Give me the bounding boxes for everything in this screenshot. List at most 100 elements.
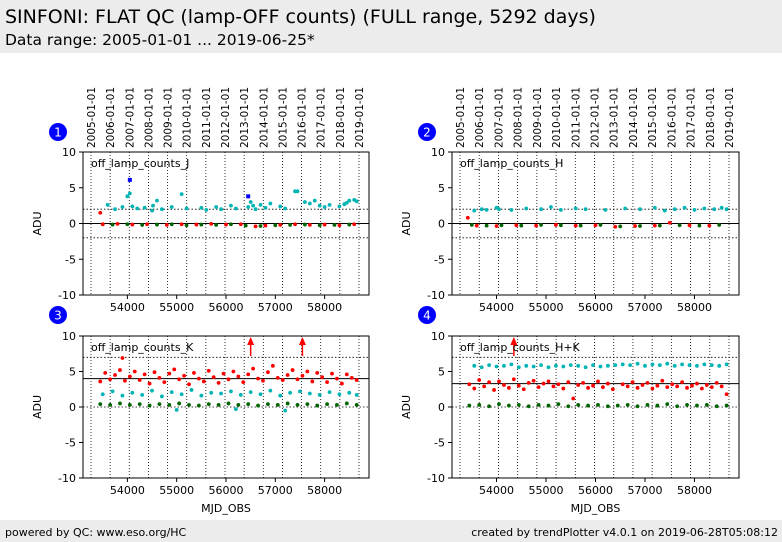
data-point	[238, 222, 243, 227]
data-point	[487, 404, 492, 409]
x-tick-label: 58000	[307, 484, 342, 497]
date-tick-label: 2012-01-01	[220, 87, 232, 148]
data-point	[613, 363, 618, 368]
data-point	[583, 207, 588, 212]
data-point	[692, 208, 697, 212]
data-point	[494, 364, 499, 369]
date-tick-label: 2019-01-01	[354, 87, 366, 148]
data-point	[717, 223, 722, 227]
data-point	[623, 206, 628, 211]
data-point	[310, 379, 315, 384]
series-label: off_lamp_counts_K	[91, 341, 194, 354]
data-point	[650, 386, 655, 391]
data-point	[697, 223, 702, 228]
data-point	[312, 198, 317, 203]
data-point	[315, 371, 320, 375]
data-point	[704, 402, 709, 407]
data-point	[256, 403, 260, 408]
x-tick-label: 58000	[307, 301, 342, 314]
data-point	[172, 367, 177, 372]
data-point	[680, 362, 684, 367]
x-tick-label: 55000	[159, 301, 194, 314]
data-point	[187, 382, 191, 387]
data-point	[157, 402, 162, 407]
data-point	[317, 203, 322, 208]
data-point	[499, 223, 504, 228]
data-point	[687, 363, 692, 368]
data-point	[502, 363, 506, 368]
data-point	[571, 396, 576, 401]
x-tick-label: 55000	[159, 484, 194, 497]
data-point	[662, 208, 667, 213]
data-point	[655, 383, 660, 388]
data-point	[127, 191, 132, 196]
data-point	[295, 377, 300, 382]
outlier-arrow-head	[247, 337, 255, 345]
data-point	[605, 363, 610, 368]
data-point	[159, 394, 164, 399]
data-point	[472, 208, 477, 213]
data-point	[108, 402, 113, 407]
data-point	[551, 384, 556, 389]
y-tick-label: -5	[65, 253, 76, 266]
x-tick-label: 57000	[258, 301, 293, 314]
data-point	[502, 383, 506, 387]
data-point	[285, 373, 290, 377]
data-point	[561, 386, 566, 391]
data-point	[354, 199, 359, 204]
outlier-arrow-head	[298, 337, 306, 345]
data-point	[472, 386, 477, 391]
data-point	[519, 223, 524, 228]
data-point	[596, 402, 600, 407]
data-point	[246, 205, 251, 209]
data-point	[685, 385, 689, 390]
data-point	[152, 370, 157, 375]
data-point	[591, 363, 595, 368]
data-point	[479, 365, 484, 370]
panel-number-badge	[418, 123, 436, 141]
date-tick-label: 2013-01-01	[239, 87, 251, 148]
data-point	[322, 222, 327, 227]
data-point	[226, 377, 231, 382]
data-point	[266, 402, 270, 407]
data-point	[546, 403, 551, 408]
data-point	[110, 222, 115, 227]
data-point	[477, 402, 482, 407]
x-tick-label: 54000	[479, 301, 514, 314]
data-point	[184, 223, 189, 228]
data-point	[613, 224, 618, 229]
data-point	[337, 204, 342, 209]
data-point	[325, 380, 329, 385]
data-point	[546, 379, 551, 384]
y-tick-label: 0	[69, 218, 76, 231]
date-tick-label: 2005-01-01	[455, 87, 467, 148]
data-point	[492, 388, 496, 392]
data-point	[317, 223, 322, 228]
data-point	[534, 223, 539, 228]
data-point	[295, 189, 300, 194]
data-point	[113, 373, 117, 377]
x-tick-label: 56000	[578, 484, 613, 497]
x-tick-label: 57000	[258, 484, 293, 497]
date-tick-label: 2017-01-01	[316, 87, 328, 148]
data-point	[258, 392, 263, 397]
data-point	[266, 370, 270, 375]
data-point	[327, 203, 332, 207]
y-tick-label: -10	[58, 289, 76, 302]
date-tick-label: 2006-01-01	[105, 87, 117, 148]
data-point	[707, 223, 712, 228]
data-point	[539, 363, 543, 368]
data-point	[586, 403, 590, 408]
data-point	[657, 223, 662, 228]
data-point	[709, 363, 714, 368]
data-point	[635, 385, 640, 390]
data-point	[546, 365, 551, 370]
data-point	[302, 222, 307, 227]
data-point	[640, 383, 645, 387]
data-point	[256, 376, 260, 381]
x-tick-label: 54000	[110, 484, 145, 497]
data-point	[221, 371, 226, 376]
data-point	[507, 403, 511, 408]
data-point	[645, 380, 650, 385]
data-point	[479, 207, 484, 212]
